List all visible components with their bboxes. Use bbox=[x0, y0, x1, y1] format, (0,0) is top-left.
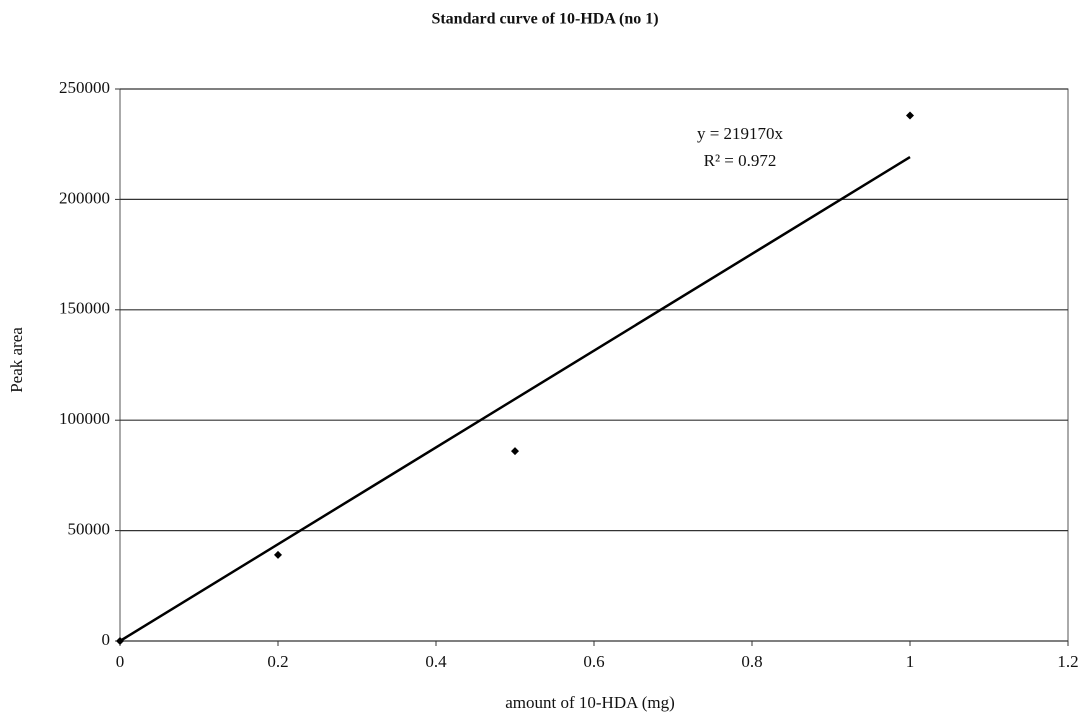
y-tick-label: 150000 bbox=[59, 299, 110, 318]
x-tick-label: 0.4 bbox=[425, 652, 447, 671]
y-tick-label: 250000 bbox=[59, 78, 110, 97]
x-tick-label: 1 bbox=[906, 652, 915, 671]
data-point bbox=[511, 447, 519, 456]
plot-frame bbox=[119, 88, 1069, 642]
y-axis-label: Peak area bbox=[7, 327, 26, 393]
x-tick-label: 0.6 bbox=[583, 652, 604, 671]
y-tick-label: 100000 bbox=[59, 409, 110, 428]
x-tick-label: 1.2 bbox=[1057, 652, 1078, 671]
y-tick-label: 0 bbox=[102, 630, 111, 649]
trendline bbox=[119, 156, 911, 643]
data-point bbox=[906, 111, 914, 120]
data-point bbox=[274, 550, 282, 559]
x-tick-label: 0 bbox=[116, 652, 125, 671]
x-tick-label: 0.2 bbox=[267, 652, 288, 671]
x-tick-label: 0.8 bbox=[741, 652, 762, 671]
trendline-equation: y = 219170x bbox=[697, 124, 784, 143]
x-axis-label: amount of 10-HDA (mg) bbox=[505, 693, 675, 712]
y-tick-label: 200000 bbox=[59, 188, 110, 207]
y-tick-label: 50000 bbox=[68, 520, 111, 539]
r-squared-label: R² = 0.972 bbox=[704, 151, 777, 170]
chart-title: Standard curve of 10-HDA (no 1) bbox=[431, 11, 658, 28]
